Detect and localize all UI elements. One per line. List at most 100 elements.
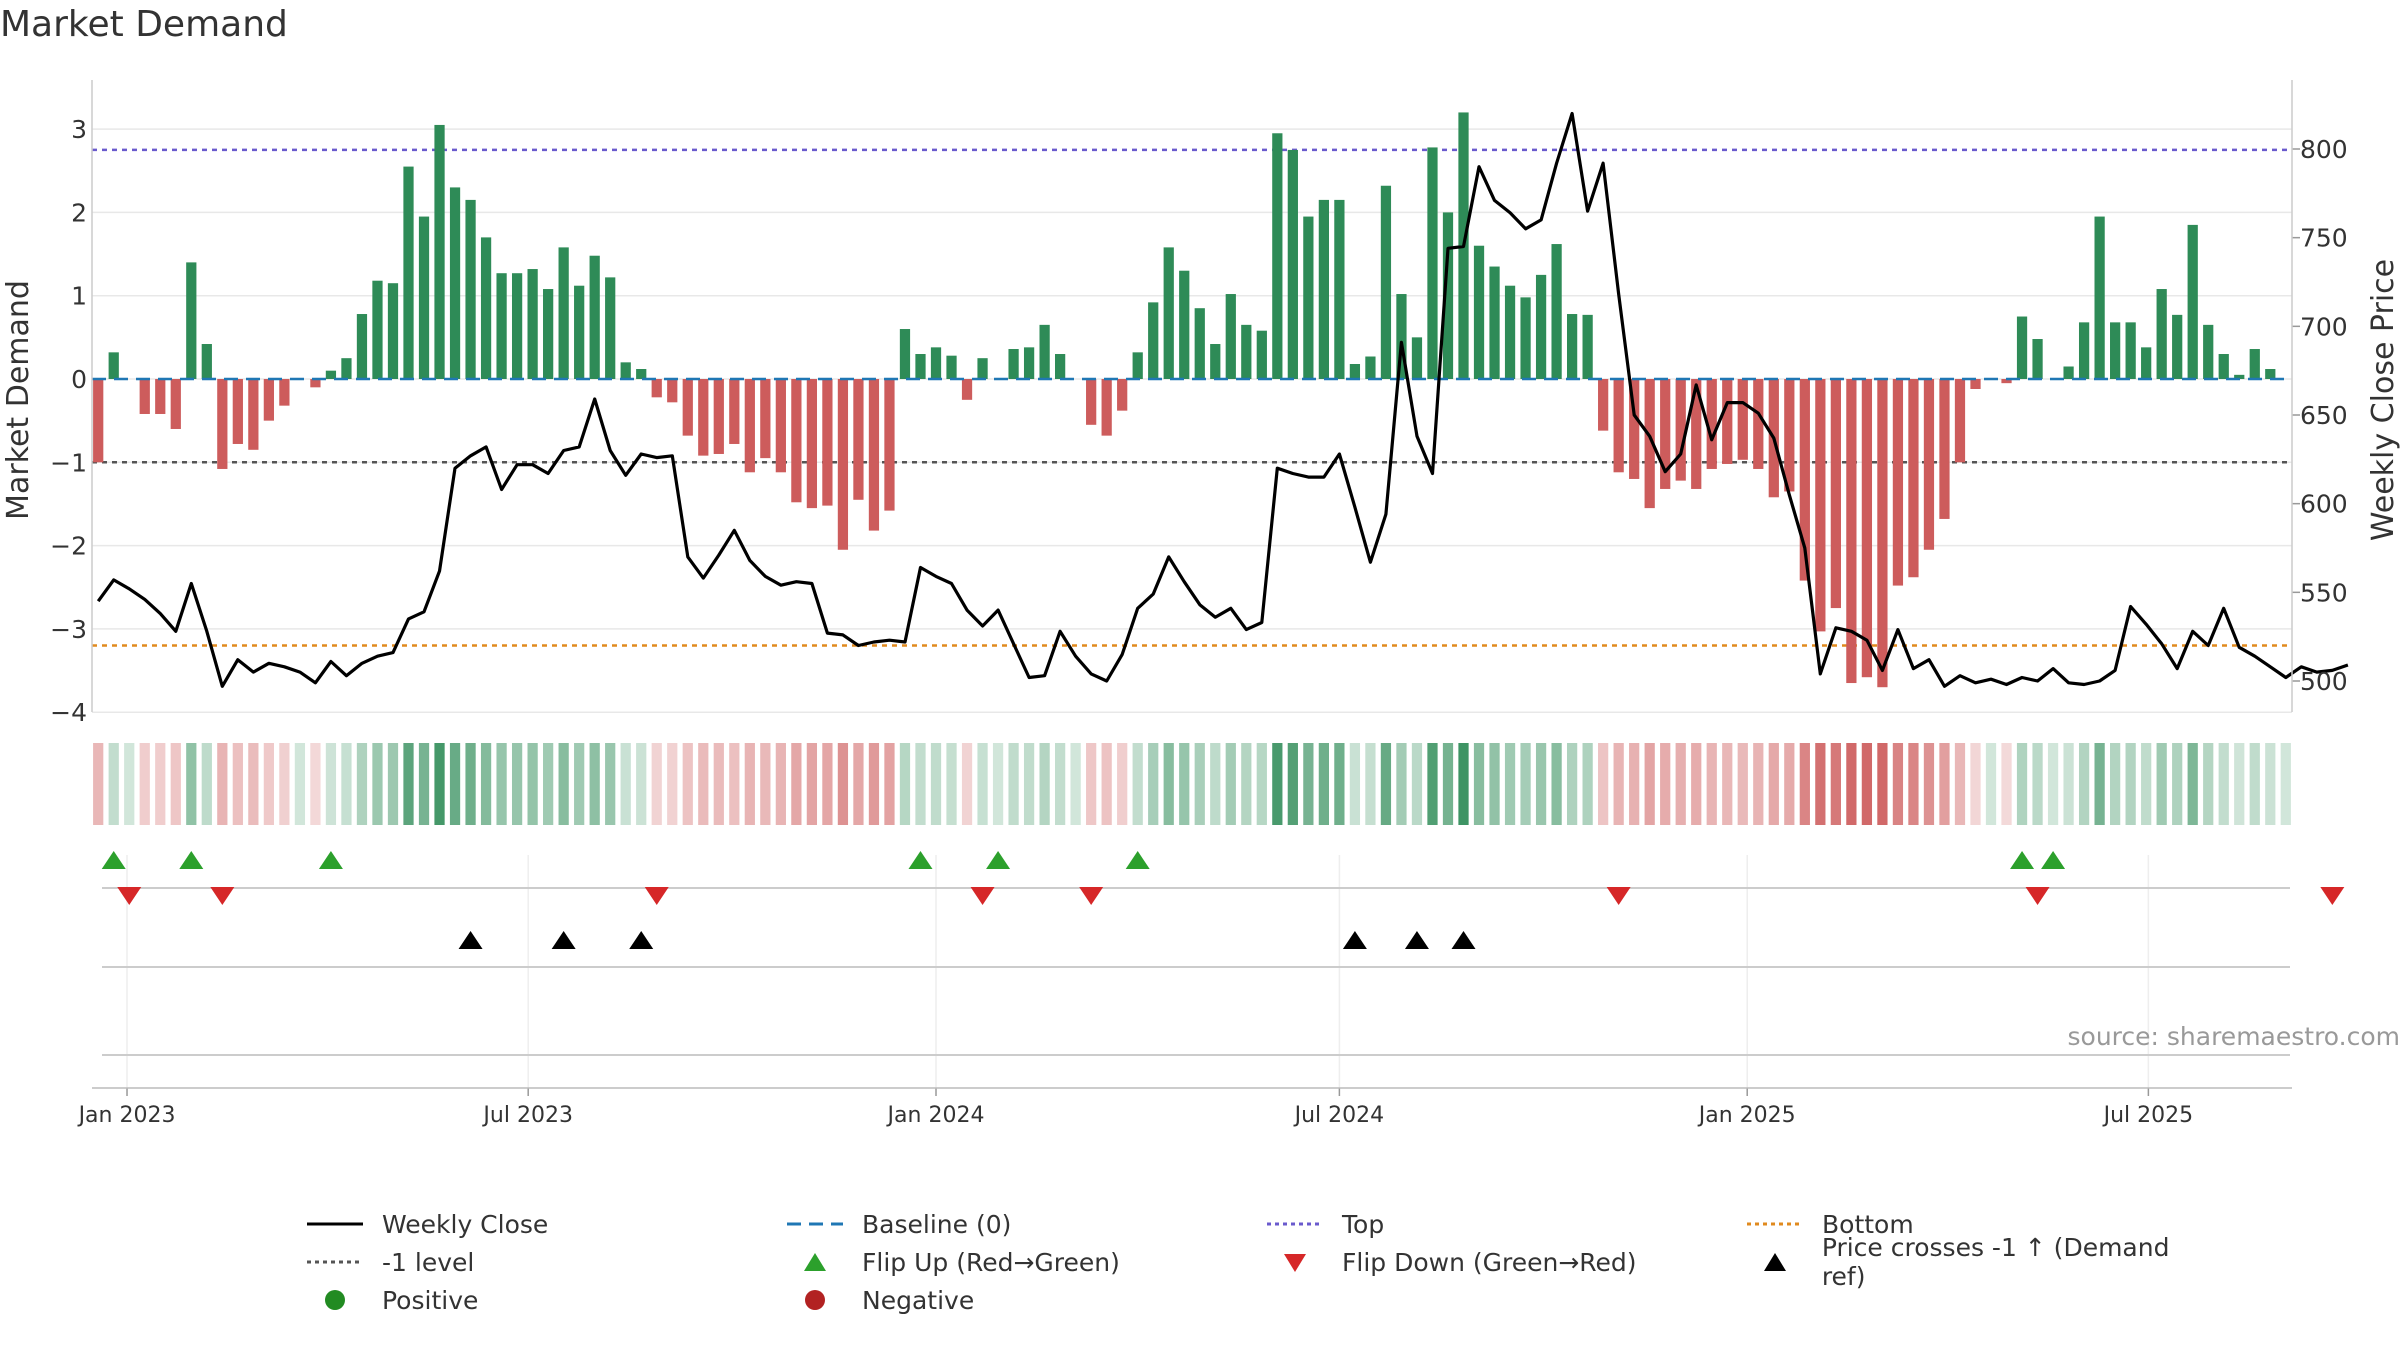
heat-cell: [1287, 743, 1298, 825]
demand-bar: [1303, 216, 1314, 379]
heat-cell: [1148, 743, 1159, 825]
flip-down-marker: [1079, 887, 1104, 905]
flip-down-marker: [2025, 887, 2050, 905]
demand-bar: [1892, 379, 1904, 586]
demand-bar: [1660, 379, 1671, 489]
flip-down-marker: [2320, 887, 2345, 905]
demand-bar: [2156, 289, 2167, 379]
y2-tick-label: 800: [2300, 135, 2348, 164]
demand-bar: [2187, 224, 2198, 379]
heat-cell: [1256, 743, 1267, 825]
heat-cell: [992, 743, 1004, 825]
heat-cell: [1970, 743, 1981, 825]
axes-layer: 3 2 1 0 −1 −2 −3 −4 800 750 700 650 600 550 500 Jan 202…: [1, 80, 2400, 1128]
demand-bar: [915, 354, 926, 379]
heat-cell: [1861, 743, 1873, 825]
demand-bar: [760, 379, 771, 459]
heat-cell: [201, 743, 212, 825]
demand-bar: [1551, 244, 1562, 379]
demand-bar: [1380, 185, 1392, 379]
demand-bar: [822, 379, 833, 506]
demand-bar: [884, 379, 895, 511]
heat-cell: [1799, 743, 1810, 825]
demand-bar: [899, 329, 911, 379]
heat-cell: [1722, 743, 1733, 825]
demand-bar: [1241, 324, 1252, 379]
legend-row-3: Positive Negative: [300, 1281, 2260, 1319]
demand-bar: [682, 379, 693, 436]
heat-cell: [2156, 743, 2167, 825]
demand-bar: [496, 273, 507, 379]
demand-bar: [1163, 247, 1174, 379]
y-tick-label: −1: [50, 448, 87, 477]
price-cross-marker: [1451, 931, 1476, 949]
demand-bar: [2218, 354, 2229, 379]
signal-markers: [101, 851, 2345, 949]
heat-cell: [2141, 743, 2152, 825]
demand-bar: [1691, 379, 1702, 489]
demand-bar: [605, 277, 616, 379]
demand-bar: [543, 289, 554, 379]
heat-cell: [558, 743, 569, 825]
heat-cell: [791, 743, 802, 825]
heat-cell: [589, 743, 600, 825]
heat-cell: [1458, 743, 1469, 825]
demand-bar: [1877, 379, 1888, 688]
demand-bar: [1396, 294, 1407, 379]
heat-cell: [1535, 743, 1547, 825]
heat-cell: [977, 743, 988, 825]
heat-cell: [853, 743, 864, 825]
demand-bar: [201, 344, 212, 379]
demand-bar: [1473, 245, 1485, 379]
flip-down-marker: [1606, 887, 1631, 905]
heat-cell: [108, 743, 119, 825]
legend: Weekly Close Baseline (0) Top Bottom -1 …: [300, 1205, 2260, 1319]
legend-minus-one: -1 level: [307, 1247, 475, 1277]
legend-row-2: -1 level Flip Up (Red→Green) Flip Down (…: [300, 1233, 2260, 1291]
demand-bar: [1629, 379, 1640, 479]
heat-cell: [449, 743, 461, 825]
heat-cell: [310, 743, 321, 825]
heat-cell: [1039, 743, 1050, 825]
heat-cell: [1008, 743, 1019, 825]
demand-bar: [806, 379, 818, 509]
weekly-close-line: [96, 111, 2349, 688]
demand-bar: [1970, 379, 1981, 389]
heat-cell: [387, 743, 399, 825]
heat-cell: [480, 743, 492, 825]
demand-bar: [480, 237, 492, 379]
heat-cell: [1985, 743, 1997, 825]
demand-bar: [1566, 314, 1578, 379]
demand-bar: [1520, 297, 1531, 379]
source-label: source: sharemaestro.com: [2068, 1022, 2400, 1051]
x-tick-label: Jan 2025: [1697, 1103, 1796, 1128]
demand-bar: [1442, 212, 1454, 379]
demand-bar: [1613, 379, 1624, 473]
heat-cell: [2203, 743, 2214, 825]
demand-bar: [1784, 379, 1795, 492]
heat-cell: [2172, 743, 2183, 825]
heat-cell: [760, 743, 771, 825]
demand-bar: [1101, 379, 1112, 436]
demand-bar: [2094, 216, 2105, 379]
demand-bar: [1908, 379, 1919, 578]
heat-cell: [682, 743, 693, 825]
flip-up-marker: [101, 851, 126, 869]
heat-cell: [1815, 743, 1826, 825]
demand-bar: [729, 379, 740, 444]
y2-axis-label: Weekly Close Price: [2366, 259, 2400, 541]
heat-cell: [1179, 743, 1190, 825]
price-cross-marker: [629, 931, 654, 949]
heat-cell: [1908, 743, 1919, 825]
demand-bar: [1086, 379, 1097, 425]
x-tick-label: Jul 2025: [2102, 1103, 2194, 1128]
heat-cell: [1489, 743, 1500, 825]
heat-cell: [1923, 743, 1935, 825]
heat-cell: [1706, 743, 1717, 825]
demand-bar: [620, 362, 631, 379]
flip-down-marker: [210, 887, 235, 905]
heat-cell: [899, 743, 911, 825]
demand-bar: [248, 379, 259, 450]
heat-cell: [2016, 743, 2028, 825]
heat-cell: [667, 743, 678, 825]
